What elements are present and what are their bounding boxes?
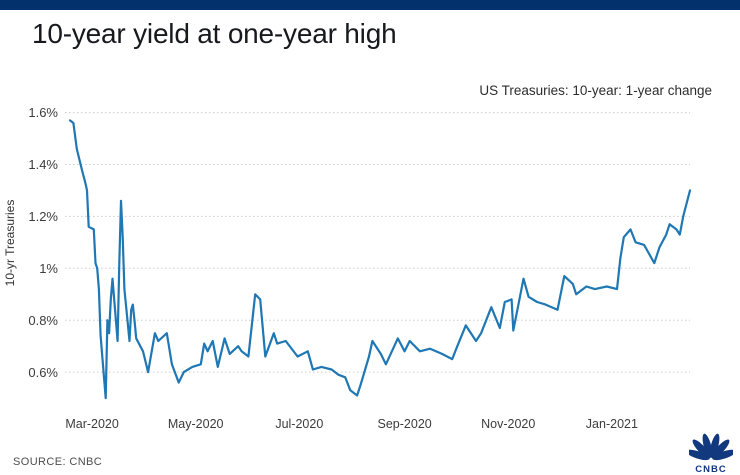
cnbc-logo-text: CNBC <box>695 464 727 475</box>
x-tick-label: Mar-2020 <box>65 417 119 431</box>
peacock-icon <box>685 433 737 461</box>
peacock-feather <box>711 439 730 459</box>
x-tick-label: Jul-2020 <box>275 417 324 431</box>
yield-line <box>68 119 692 400</box>
y-tick-label: 1.4% <box>28 157 58 172</box>
y-tick-label: 1.2% <box>28 208 58 224</box>
gridlines <box>65 112 690 373</box>
y-tick-label: 0.8% <box>28 312 58 328</box>
cnbc-logo: CNBC <box>685 431 737 475</box>
x-tick-label: Jan-2021 <box>585 417 638 431</box>
peacock-feather <box>712 449 737 461</box>
peacock-feather <box>709 433 720 458</box>
peacock-feather <box>685 449 710 461</box>
x-tick-label: Sep-2020 <box>377 417 432 431</box>
x-tick-label: May-2020 <box>167 417 224 431</box>
top-accent-bar <box>0 0 740 10</box>
chart-subtitle: US Treasuries: 10-year: 1-year change <box>479 83 712 98</box>
x-tick-label: Nov-2020 <box>481 417 536 431</box>
y-tick-label: 0.6% <box>28 364 58 380</box>
y-tick-label: 1% <box>39 260 58 276</box>
source-label: SOURCE: CNBC <box>13 456 103 468</box>
page-title: 10-year yield at one-year high <box>32 18 397 49</box>
peacock-feather <box>692 439 711 459</box>
peacock-feather <box>702 433 713 458</box>
y-tick-label: 1.6% <box>28 105 58 121</box>
